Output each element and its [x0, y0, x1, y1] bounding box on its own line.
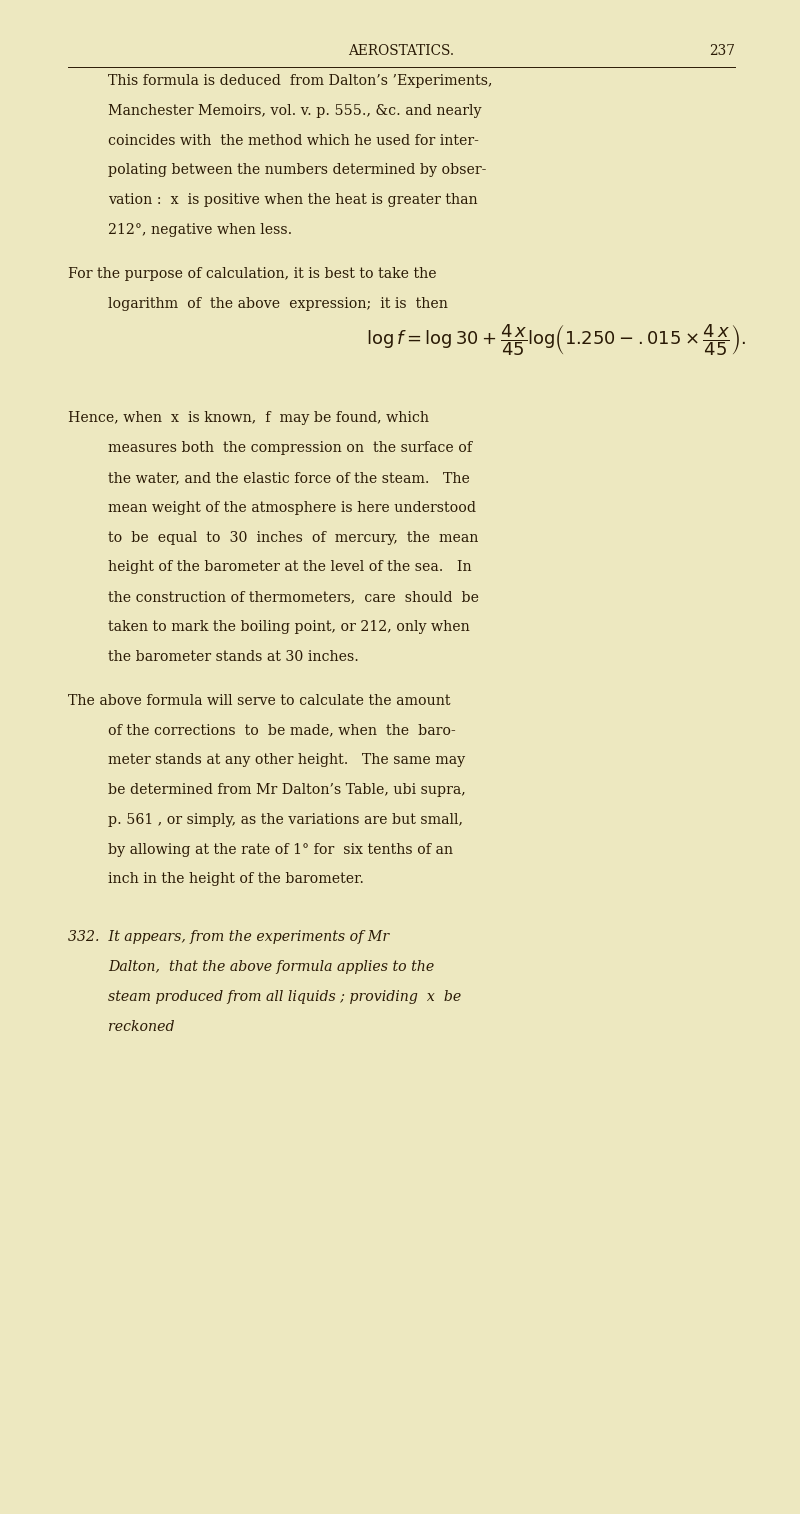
Text: 237: 237 [709, 44, 735, 58]
Text: height of the barometer at the level of the sea.   In: height of the barometer at the level of … [108, 560, 472, 574]
Text: Manchester Memoirs, vol. v. p. 555., &c. and nearly: Manchester Memoirs, vol. v. p. 555., &c.… [108, 104, 482, 118]
Text: inch in the height of the barometer.: inch in the height of the barometer. [108, 872, 364, 886]
Text: be determined from Mr Dalton’s Table, ubi supra,: be determined from Mr Dalton’s Table, ub… [108, 783, 466, 796]
Text: $\log f = \log 30 + \dfrac{4\,x}{45}\log\!\left(1.250 - .015 \times \dfrac{4\,x}: $\log f = \log 30 + \dfrac{4\,x}{45}\log… [366, 322, 746, 359]
Text: For the purpose of calculation, it is best to take the: For the purpose of calculation, it is be… [68, 266, 437, 280]
Text: to  be  equal  to  30  inches  of  mercury,  the  mean: to be equal to 30 inches of mercury, the… [108, 530, 478, 545]
Text: Dalton,  that the above formula applies to the: Dalton, that the above formula applies t… [108, 960, 434, 974]
Text: The above formula will serve to calculate the amount: The above formula will serve to calculat… [68, 693, 450, 707]
Text: the water, and the elastic force of the steam.   The: the water, and the elastic force of the … [108, 471, 470, 484]
Text: by allowing at the rate of 1° for  six tenths of an: by allowing at the rate of 1° for six te… [108, 843, 453, 857]
Text: vation :  x  is positive when the heat is greater than: vation : x is positive when the heat is … [108, 194, 478, 207]
Text: steam produced from all liquids ; providing  x  be: steam produced from all liquids ; provid… [108, 990, 462, 1004]
Text: measures both  the compression on  the surface of: measures both the compression on the sur… [108, 441, 472, 456]
Text: polating between the numbers determined by obser-: polating between the numbers determined … [108, 164, 486, 177]
Text: 332.  It appears, from the experiments of Mr: 332. It appears, from the experiments of… [68, 930, 389, 945]
Text: p. 561 , or simply, as the variations are but small,: p. 561 , or simply, as the variations ar… [108, 813, 463, 827]
Text: logarithm  of  the above  expression;  it is  then: logarithm of the above expression; it is… [108, 297, 448, 310]
Text: reckoned: reckoned [108, 1019, 174, 1034]
Text: AEROSTATICS.: AEROSTATICS. [349, 44, 454, 58]
Text: of the corrections  to  be made, when  the  baro-: of the corrections to be made, when the … [108, 724, 456, 737]
Text: 212°, negative when less.: 212°, negative when less. [108, 223, 292, 238]
Text: taken to mark the boiling point, or 212, only when: taken to mark the boiling point, or 212,… [108, 621, 470, 634]
Text: mean weight of the atmosphere is here understood: mean weight of the atmosphere is here un… [108, 501, 476, 515]
Text: Hence, when  x  is known,  f  may be found, which: Hence, when x is known, f may be found, … [68, 412, 429, 425]
Text: the construction of thermometers,  care  should  be: the construction of thermometers, care s… [108, 590, 479, 604]
Text: the barometer stands at 30 inches.: the barometer stands at 30 inches. [108, 650, 359, 663]
Text: coincides with  the method which he used for inter-: coincides with the method which he used … [108, 133, 479, 147]
Text: This formula is deduced  from Dalton’s ’Experiments,: This formula is deduced from Dalton’s ’E… [108, 74, 493, 88]
Text: meter stands at any other height.   The same may: meter stands at any other height. The sa… [108, 752, 465, 768]
